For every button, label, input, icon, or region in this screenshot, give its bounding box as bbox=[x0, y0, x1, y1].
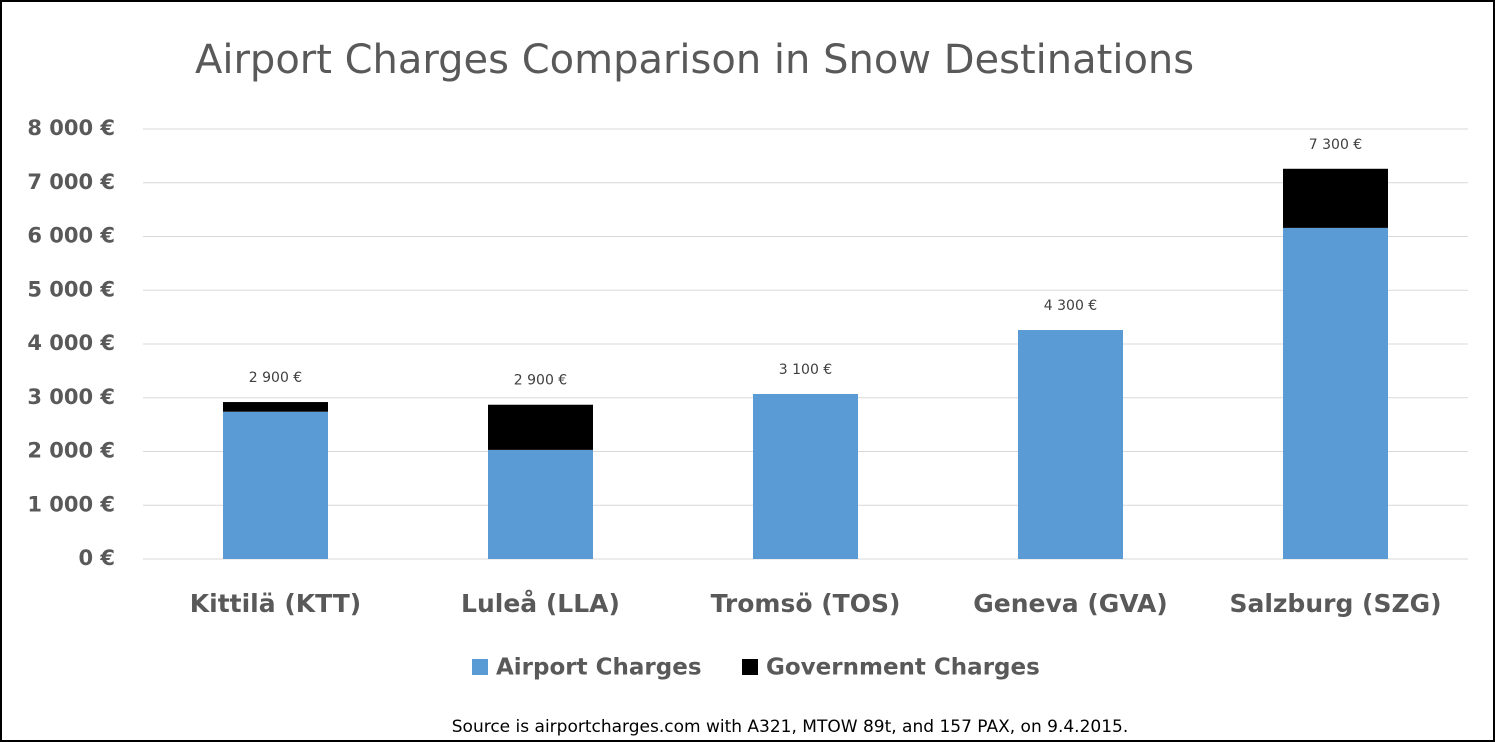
bar-segment bbox=[223, 402, 328, 412]
bar-segment bbox=[753, 393, 858, 559]
total-label: 2 900 € bbox=[249, 370, 302, 386]
x-tick-label: Salzburg (SZG) bbox=[1229, 589, 1441, 618]
y-tick-label: 1 000 € bbox=[27, 492, 115, 516]
legend-label: Government Charges bbox=[766, 655, 1040, 681]
y-tick-label: 7 000 € bbox=[27, 170, 115, 194]
y-tick-label: 4 000 € bbox=[27, 331, 115, 355]
legend-swatch bbox=[742, 659, 758, 675]
chart-title: Airport Charges Comparison in Snow Desti… bbox=[195, 37, 1194, 83]
bar-segment bbox=[223, 411, 328, 559]
bar-segment bbox=[1283, 168, 1388, 228]
y-tick-label: 2 000 € bbox=[27, 439, 115, 463]
x-tick-label: Luleå (LLA) bbox=[461, 589, 620, 618]
y-tick-label: 6 000 € bbox=[27, 224, 115, 248]
total-label: 4 300 € bbox=[1044, 298, 1097, 314]
total-label: 7 300 € bbox=[1309, 137, 1362, 153]
x-tick-label: Tromsö (TOS) bbox=[711, 589, 901, 618]
bar-segment bbox=[1018, 330, 1123, 559]
y-tick-label: 8 000 € bbox=[27, 116, 115, 140]
total-label: 3 100 € bbox=[779, 362, 832, 378]
legend-swatch bbox=[472, 659, 488, 675]
bar-segment bbox=[488, 404, 593, 450]
total-label: 2 900 € bbox=[514, 373, 567, 389]
source-note: Source is airportcharges.com with A321, … bbox=[452, 717, 1128, 737]
legend-label: Airport Charges bbox=[496, 655, 702, 681]
y-tick-label: 3 000 € bbox=[27, 385, 115, 409]
y-tick-label: 0 € bbox=[78, 546, 115, 570]
bar-segment bbox=[1283, 227, 1388, 559]
x-tick-label: Geneva (GVA) bbox=[973, 589, 1167, 618]
y-tick-label: 5 000 € bbox=[27, 277, 115, 301]
x-tick-label: Kittilä (KTT) bbox=[190, 589, 361, 618]
bar-segment bbox=[488, 449, 593, 559]
